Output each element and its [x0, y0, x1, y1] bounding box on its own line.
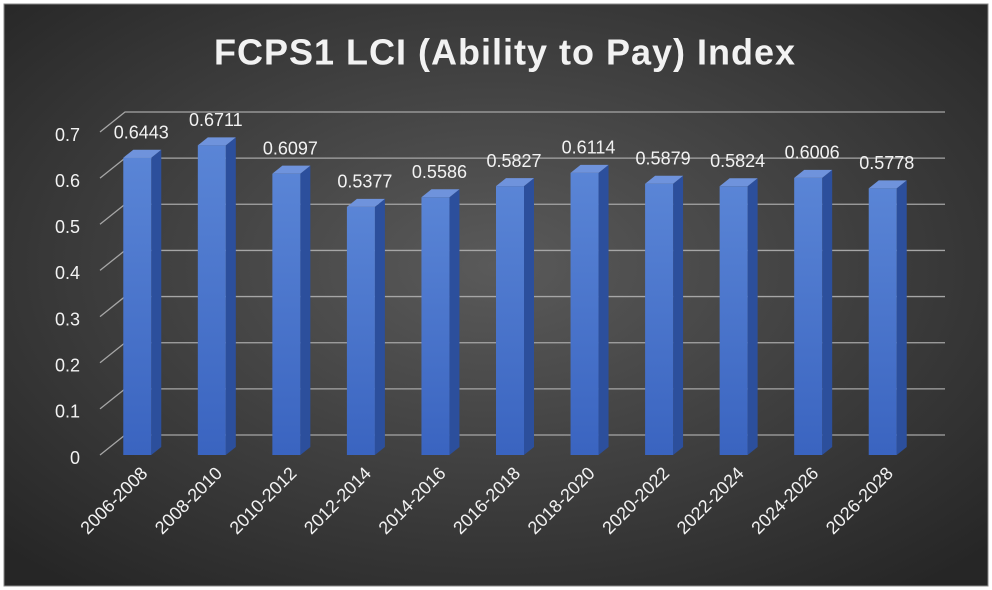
bar-top — [421, 189, 460, 198]
bar-top — [346, 198, 385, 207]
grid-line — [99, 111, 945, 133]
bar — [346, 206, 375, 455]
bar-top — [645, 175, 684, 184]
y-tick-label: 0.1 — [55, 402, 80, 422]
bar — [794, 177, 823, 455]
bar — [496, 186, 524, 456]
bar-top — [868, 180, 907, 189]
bar — [197, 145, 226, 456]
bar-side — [151, 149, 162, 455]
bar-side — [747, 178, 758, 455]
data-label: 0.5879 — [636, 148, 691, 168]
data-label: 0.6114 — [562, 138, 616, 158]
data-label: 0.5824 — [710, 151, 765, 171]
bar — [570, 172, 599, 455]
bar-top — [272, 165, 311, 174]
data-label: 0.5586 — [412, 162, 467, 182]
y-tick-label: 0 — [70, 448, 80, 468]
bar — [421, 197, 450, 455]
bar-side — [598, 164, 609, 455]
bar — [645, 183, 674, 455]
bar-side — [225, 137, 236, 456]
bar — [868, 188, 897, 455]
bar-side — [673, 175, 684, 455]
bar — [272, 173, 301, 456]
data-label: 0.5778 — [859, 153, 914, 173]
data-label: 0.5377 — [337, 172, 392, 192]
y-tick-label: 0.2 — [55, 355, 80, 375]
bar-top — [496, 178, 534, 187]
y-tick-label: 0.6 — [55, 171, 80, 191]
data-label: 0.6443 — [114, 122, 169, 142]
bar — [123, 157, 152, 455]
y-tick-label: 0.3 — [55, 309, 80, 329]
bar-side — [374, 198, 385, 455]
bar-top — [719, 178, 758, 187]
data-label: 0.6711 — [189, 110, 243, 130]
bar-top — [570, 164, 609, 173]
bar — [719, 186, 748, 456]
bar-top — [123, 149, 162, 158]
data-label: 0.6006 — [785, 143, 840, 163]
y-tick-label: 0.7 — [55, 125, 80, 145]
bar-top — [197, 137, 236, 146]
y-tick-label: 0.4 — [55, 263, 80, 283]
bar-side — [300, 165, 311, 456]
chart-title: FCPS1 LCI (Ability to Pay) Index — [214, 32, 796, 73]
data-label: 0.5827 — [486, 151, 541, 171]
y-tick-label: 0.5 — [55, 217, 80, 237]
bar-top — [794, 169, 833, 178]
bar-side — [449, 189, 460, 455]
bar-side — [896, 180, 907, 455]
bar-side — [524, 178, 534, 456]
data-label: 0.6097 — [263, 138, 318, 158]
bar-side — [822, 169, 833, 455]
